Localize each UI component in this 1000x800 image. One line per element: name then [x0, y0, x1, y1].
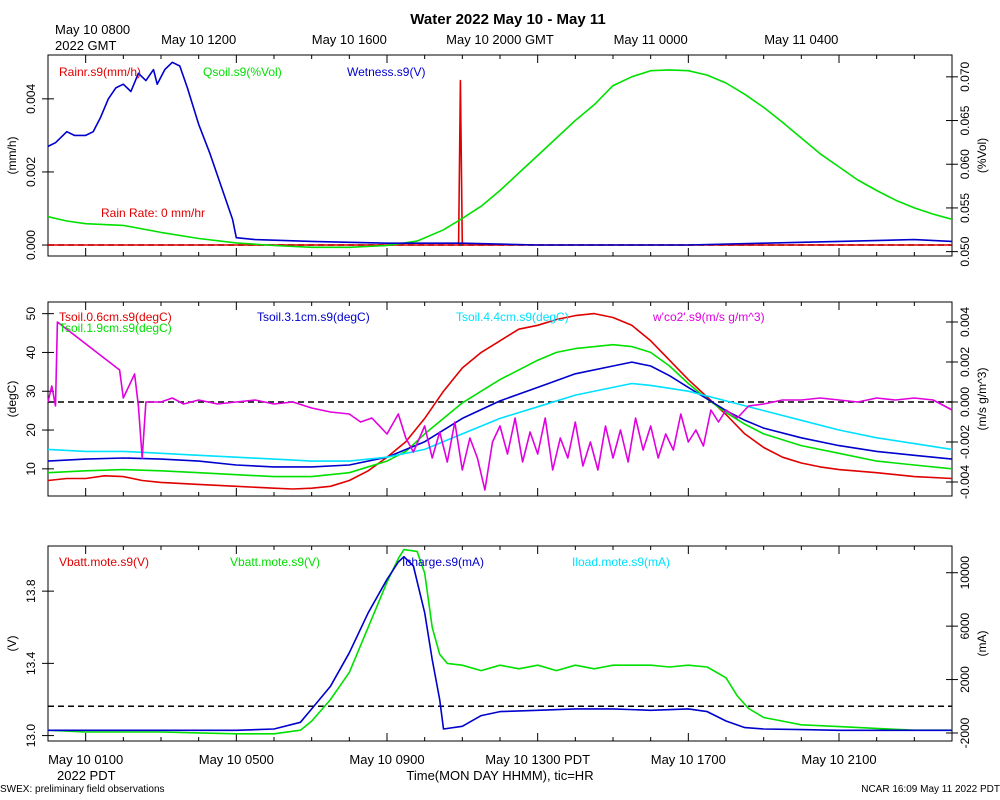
right-axis-tick-label: 6000 [958, 612, 972, 639]
left-axis-tick-label: 20 [24, 423, 38, 437]
top-axis-tick-labels: May 10 1200 May 10 1600 May 10 2000 GMT May… [161, 32, 838, 47]
legend-entry: Tsoil.0.6cm.s9(degC) [59, 310, 172, 324]
bottom-axis-tick-labels: May 10 0100 May 10 0500 May 10 0900 May 10 … [48, 752, 877, 767]
legend-entry: Tsoil.4.4cm.s9(degC) [456, 310, 569, 324]
panel-frame [47, 54, 953, 257]
legend-entry: Vbatt.mote.s9(V) [230, 555, 320, 569]
legend-entry: Wetness.s9(V) [347, 65, 425, 79]
series-line [47, 361, 953, 468]
legend-entry: Tsoil.1.9cm.s9(degC) [59, 321, 172, 335]
left-axis-label: (mm/h) [5, 137, 19, 175]
panel-power: 13.0 13.4 13.8 (V) -2000 2000 6000 10000 (mA) Vba… [5, 545, 989, 748]
left-axis-tick-label: 0.000 [24, 230, 38, 260]
top-axis-tick-label: May 10 1600 [312, 32, 387, 47]
series-line [48, 555, 952, 732]
right-axis-tick-label: -0.002 [958, 425, 972, 459]
top-axis-tick-label: May 10 2000 GMT [446, 32, 554, 47]
right-axis-tick-label: 0.065 [958, 105, 972, 135]
bottom-axis-tick-label: May 10 1300 PDT [485, 752, 590, 767]
top-axis-tick-label: May 10 1200 [161, 32, 236, 47]
bottom-axis-tick-label: May 10 2100 [801, 752, 876, 767]
left-axis-tick-label: 0.002 [24, 157, 38, 187]
legend-entry: Vbatt.mote.s9(V) [59, 555, 149, 569]
bottom-axis-tick-label: May 10 1700 [651, 752, 726, 767]
right-axis-tick-label: 0.000 [958, 387, 972, 417]
legend-entry: Iload.mote.s9(mA) [572, 555, 670, 569]
right-axis-label: (%Vol) [975, 138, 989, 173]
top-axis-first-label: May 10 0800 [55, 22, 130, 37]
footer-right: NCAR 16:09 May 11 2022 PDT [861, 784, 1000, 795]
bottom-axis-tick-label: May 10 0500 [199, 752, 274, 767]
rain-rate-annotation: Rain Rate: 0 mm/hr [101, 206, 205, 220]
right-axis-tick-label: 0.060 [958, 149, 972, 179]
left-axis-label: (degC) [5, 381, 19, 418]
right-axis-tick-label: -2000 [958, 717, 972, 748]
right-axis-tick-label: 2000 [958, 666, 972, 693]
legend-entry: Rainr.s9(mm/h) [59, 65, 141, 79]
series-line [47, 343, 953, 478]
series-line [47, 312, 953, 490]
footer-left: SWEX: preliminary field observations [0, 784, 165, 795]
chart-title: Water 2022 May 10 - May 11 [410, 11, 605, 28]
right-axis-tick-label: 0.002 [958, 347, 972, 377]
series-line [47, 321, 953, 491]
left-axis-tick-label: 50 [24, 307, 38, 321]
legend-entry: w'co2'.s9(m/s g/m^3) [652, 310, 765, 324]
series-line [48, 79, 952, 246]
left-axis-tick-label: 13.4 [24, 651, 38, 675]
right-axis-tick-label: -0.004 [958, 465, 972, 499]
left-axis-tick-label: 13.0 [24, 724, 38, 748]
top-axis-first-year: 2022 GMT [55, 38, 116, 53]
bottom-axis-tick-label: May 10 0100 [48, 752, 123, 767]
right-axis-label: (m/s g/m^3) [975, 368, 989, 431]
left-axis-tick-label: 0.004 [24, 84, 38, 114]
series-line [47, 69, 953, 249]
legend-entry: Icharge.s9(mA) [402, 555, 484, 569]
panel-water: 0.000 0.002 0.004 (mm/h) 0.050 0.055 0.060 0.06… [5, 54, 989, 267]
right-axis-tick-label: 10000 [958, 556, 972, 590]
legend-entry: Qsoil.s9(%Vol) [203, 65, 282, 79]
legend-entry: Tsoil.3.1cm.s9(degC) [257, 310, 370, 324]
panel-soil-temperature: 10 20 30 40 50 (degC) -0.004 -0.002 0.000 0.002 0.… [5, 301, 989, 499]
right-axis-tick-label: 0.050 [958, 236, 972, 266]
x-axis-label: Time(MON DAY HHMM), tic=HR [406, 768, 593, 783]
left-axis-tick-label: 30 [24, 384, 38, 398]
right-axis-tick-label: 0.004 [958, 307, 972, 337]
series-line [47, 61, 953, 246]
bottom-axis-year: 2022 PDT [57, 768, 116, 783]
left-axis-tick-label: 40 [24, 345, 38, 359]
bottom-axis-tick-label: May 10 0900 [349, 752, 424, 767]
top-axis-tick-label: May 11 0000 [614, 32, 688, 47]
series-line [47, 548, 952, 735]
left-axis-label: (V) [5, 636, 19, 652]
right-axis-tick-label: 0.070 [958, 62, 972, 92]
right-axis-label: (mA) [975, 631, 989, 657]
left-axis-tick-label: 13.8 [24, 579, 38, 603]
left-axis-tick-label: 10 [24, 462, 38, 476]
right-axis-tick-label: 0.055 [958, 193, 972, 223]
series-line [47, 382, 953, 462]
top-axis-tick-label: May 11 0400 [764, 32, 838, 47]
